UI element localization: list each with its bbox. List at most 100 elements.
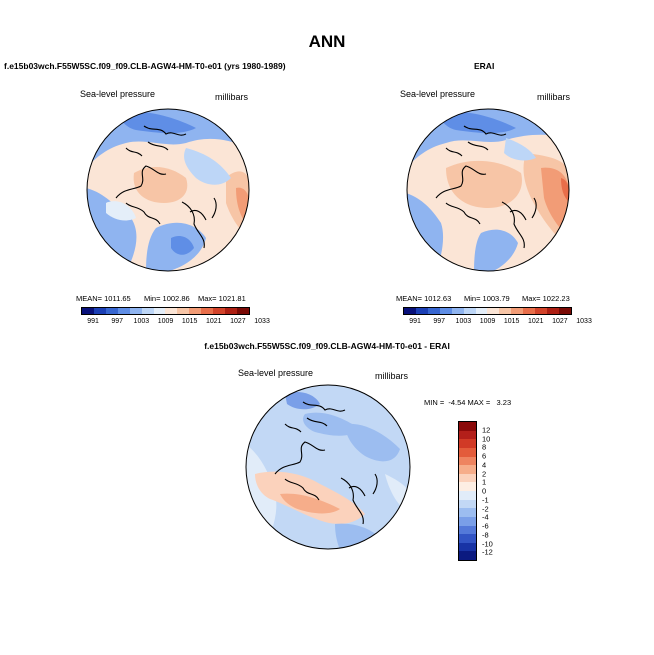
panel-1-units: millibars [215, 92, 249, 102]
panel-2-colorbar-swatch [487, 308, 500, 314]
panel-1-colorbar-label: 1003 [133, 318, 150, 325]
panel-3-units: millibars [375, 371, 409, 381]
panel-1-colorbar-swatch [189, 308, 202, 314]
panel-2-colorbar-label: 1027 [552, 318, 568, 325]
panel-1-variable: Sea-level pressure [80, 89, 156, 99]
panel-1-colorbar-swatch [141, 308, 154, 314]
panel-1-mean: MEAN= 1011.65 [76, 294, 131, 303]
figure-title: ANN [308, 32, 346, 51]
panel-3-map [245, 384, 411, 550]
panel-2-colorbar-swatch [451, 308, 464, 314]
panel-3-colorbar-label: 2 [482, 469, 487, 478]
panel-3-colorbar-label: 0 [482, 486, 487, 496]
panel-3-colorbar-label: 1 [482, 477, 487, 487]
panel-2-colorbar [403, 307, 572, 315]
panel-1-colorbar-swatch [213, 308, 226, 314]
panel-3-colorbar-swatch [459, 551, 476, 560]
panel-1-colorbar-swatch [129, 308, 142, 314]
panel-1-map [86, 108, 250, 272]
panel-2-units: millibars [537, 92, 571, 102]
panel-1-colorbar-swatch [82, 308, 94, 314]
panel-2-colorbar-label: 1033 [576, 318, 592, 325]
panel-3-colorbar-label: -12 [482, 547, 493, 557]
panel-2-colorbar-swatch [475, 308, 488, 314]
panel-1-colorbar-swatch [201, 308, 214, 314]
panel-1-colorbar-label: 991 [87, 318, 99, 325]
panel-3-colorbar-swatch [459, 482, 476, 491]
panel-1-colorbar-label: 1027 [230, 318, 246, 325]
panel-3-colorbar-label: -8 [482, 530, 489, 540]
panel-3-colorbar-label: 6 [482, 451, 487, 461]
panel-3-minmax: MIN = -4.54 MAX = 3.23 [424, 398, 512, 407]
panel-3-colorbar-swatch [459, 430, 476, 440]
panel-1-colorbar-label: 1009 [157, 318, 174, 325]
panel-1-title: f.e15b03wch.F55W5SC.f09_f09.CLB-AGW4-HM-… [4, 61, 286, 71]
panel-2-colorbar-label: 1009 [479, 318, 496, 325]
panel-2-colorbar-swatch [535, 308, 548, 314]
panel-2-colorbar-swatch [463, 308, 476, 314]
panel-2-variable: Sea-level pressure [400, 89, 476, 99]
panel-1-colorbar-swatch [105, 308, 118, 314]
panel-3-colorbar-label: 10 [482, 434, 491, 443]
panel-1-colorbar-swatch [165, 308, 178, 314]
panel-3-colorbar-swatch [459, 473, 476, 483]
panel-2-colorbar-swatch [523, 308, 536, 314]
panel-3-colorbar-swatch [459, 516, 476, 526]
panel-1-colorbar-label: 1021 [205, 318, 222, 325]
panel-3-colorbar-label: -1 [482, 495, 489, 505]
panel-3-colorbar-swatch [459, 508, 476, 517]
panel-2-colorbar-label: 1021 [527, 318, 544, 325]
panel-3-colorbar-swatch [459, 465, 476, 474]
panel-1-colorbar-label: 1033 [254, 318, 270, 325]
panel-2-colorbar-label: 1015 [503, 318, 520, 325]
panel-3-colorbar-label: 12 [482, 425, 491, 435]
panel-1-colorbar-labels: 991 997 1003 1009 1015 1021 1027 1033 [81, 318, 270, 328]
panel-3-colorbar-swatch [459, 456, 476, 466]
panel-2-mean: MEAN= 1012.63 [396, 294, 452, 303]
panel-2-colorbar-swatch [499, 308, 512, 314]
panel-2-colorbar-swatch [439, 308, 452, 314]
panel-3-colorbar [458, 421, 477, 561]
panel-2-max: Max= 1022.23 [522, 294, 570, 303]
panel-2-min: Min= 1003.79 [464, 294, 510, 303]
panel-2-colorbar-swatch [427, 308, 440, 314]
panel-1-colorbar-swatch [177, 308, 190, 314]
panel-1-colorbar-swatch [153, 308, 166, 314]
panel-1-colorbar-swatch [117, 308, 130, 314]
panel-2-colorbar-labels: 991 997 1003 1009 1015 1021 1027 1033 [403, 318, 592, 328]
panel-3-colorbar-swatch [459, 491, 476, 500]
panel-3-variable: Sea-level pressure [238, 368, 314, 378]
panel-1-colorbar-swatch [93, 308, 106, 314]
panel-3-colorbar-label: 8 [482, 442, 487, 452]
panel-3-colorbar-label: -10 [482, 539, 493, 548]
panel-2-colorbar-swatch [547, 308, 559, 314]
panel-1-max: Max= 1021.81 [198, 294, 246, 303]
panel-3-colorbar-swatch [459, 447, 476, 457]
panel-2-colorbar-label: 997 [433, 318, 446, 325]
panel-3-colorbar-swatch [459, 542, 476, 552]
panel-1-colorbar-label: 1015 [181, 318, 198, 325]
panel-1-min: Min= 1002.86 [144, 294, 190, 303]
panel-2-map [406, 108, 570, 272]
panel-3-colorbar-swatch [459, 499, 476, 509]
panel-3-colorbar-swatch [459, 439, 476, 448]
panel-3-colorbar-labels: 12 10 8 6 4 2 1 0 -1 -2 -4 -6 -8 -10 -12 [482, 421, 512, 561]
panel-2-colorbar-label: 991 [409, 318, 421, 325]
panel-2-colorbar-swatch [415, 308, 428, 314]
panel-3-colorbar-label: -2 [482, 504, 489, 513]
panel-3-colorbar-label: -6 [482, 521, 489, 531]
panel-1-colorbar-swatch [236, 308, 249, 314]
panel-2-colorbar-swatch [558, 308, 571, 314]
panel-3-colorbar-swatch [459, 534, 476, 543]
panel-3-colorbar-label: 4 [482, 460, 487, 470]
panel-2-title: ERAI [474, 61, 495, 71]
panel-2-colorbar-label: 1003 [455, 318, 472, 325]
panel-3-colorbar-swatch [459, 525, 476, 535]
panel-3-title: f.e15b03wch.F55W5SC.f09_f09.CLB-AGW4-HM-… [204, 341, 450, 351]
panel-2-colorbar-swatch [404, 308, 416, 314]
panel-1-colorbar-swatch [225, 308, 237, 314]
panel-1-colorbar [81, 307, 250, 315]
panel-2-colorbar-swatch [511, 308, 524, 314]
panel-3-colorbar-swatch [459, 422, 476, 431]
panel-1-colorbar-label: 997 [111, 318, 124, 325]
